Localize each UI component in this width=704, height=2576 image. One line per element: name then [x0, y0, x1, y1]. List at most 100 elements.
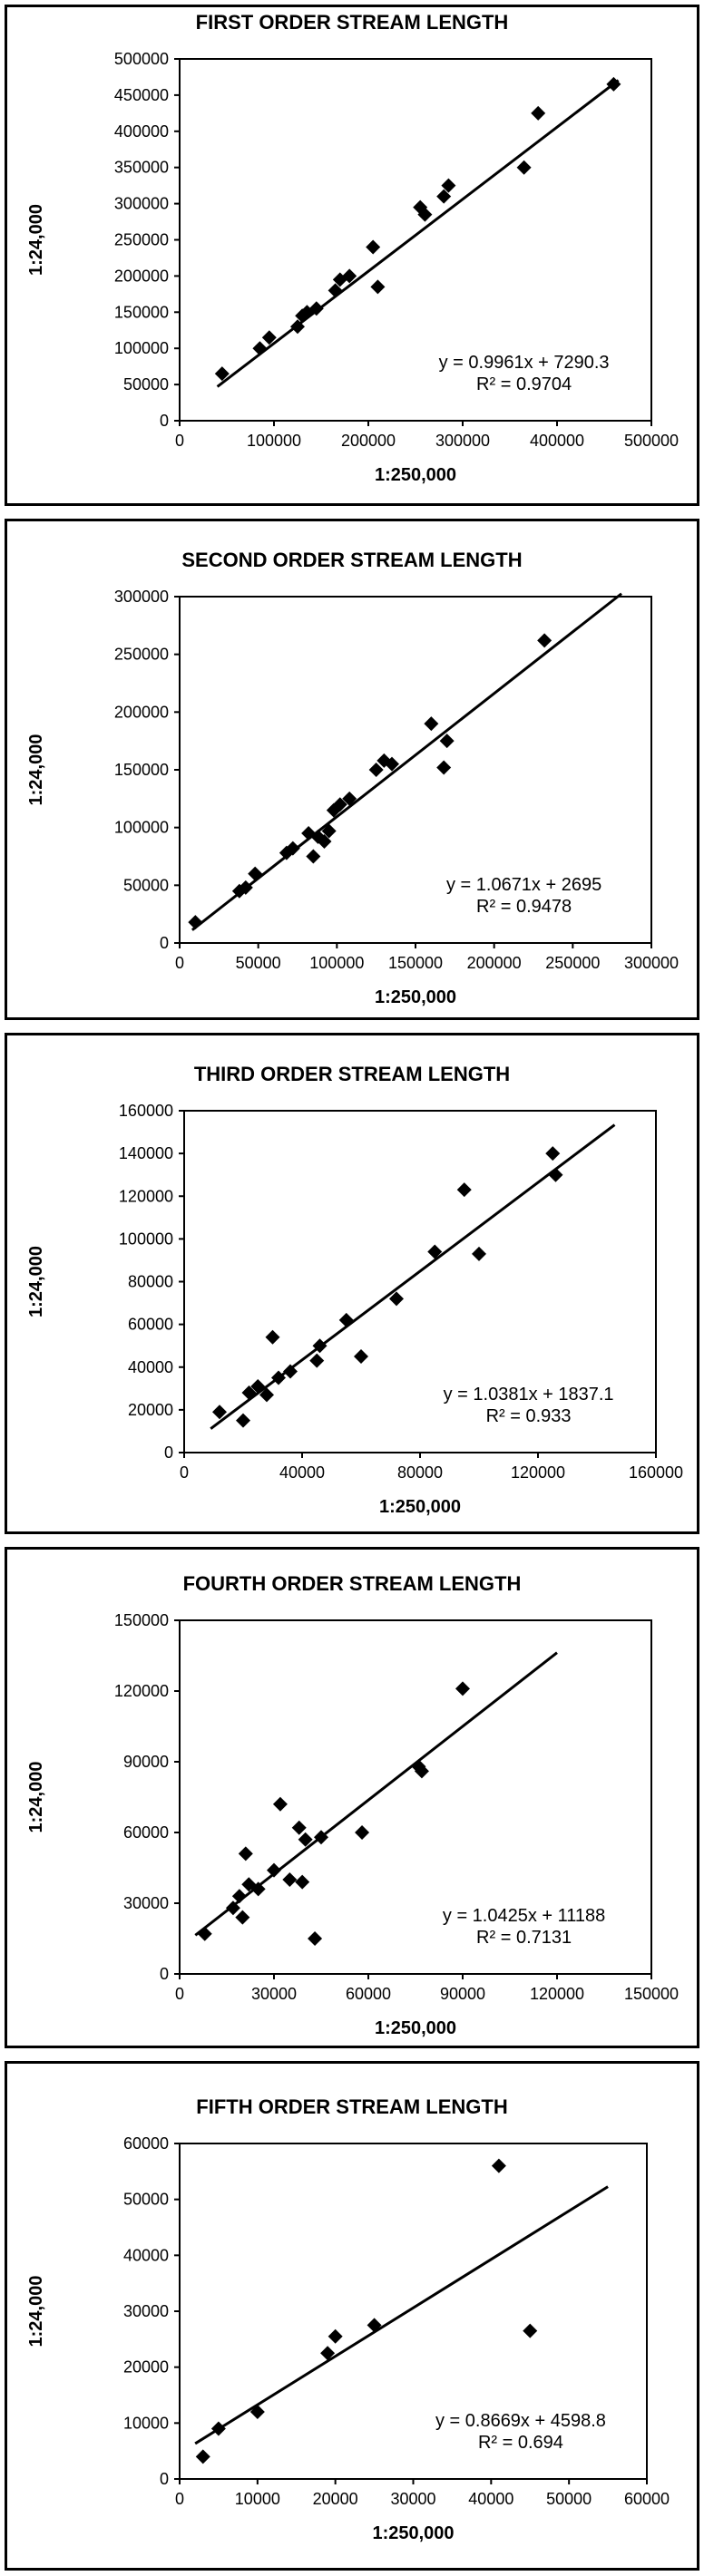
x-tick-label: 60000 [346, 1985, 391, 2003]
y-tick-label: 50000 [123, 876, 169, 894]
y-tick-label: 80000 [128, 1273, 173, 1291]
chart-panel-2: SECOND ORDER STREAM LENGTH 0 50000 100000 15… [5, 519, 699, 1020]
r-squared-label: R² = 0.9704 [476, 374, 572, 394]
data-point [210, 2421, 226, 2436]
data-point [456, 1182, 472, 1198]
chart-title: THIRD ORDER STREAM LENGTH [194, 1063, 510, 1085]
x-tick-label: 80000 [397, 1463, 443, 1482]
y-tick-label: 20000 [123, 2358, 169, 2377]
chart-panel-3: THIRD ORDER STREAM LENGTH 0 40000 80000 1200… [5, 1033, 699, 1534]
data-point [252, 341, 268, 356]
trendline [191, 592, 622, 931]
chart-title: SECOND ORDER STREAM LENGTH [181, 549, 522, 571]
data-point [295, 1874, 310, 1890]
data-point [328, 283, 343, 298]
y-tick-label: 0 [160, 1965, 169, 1983]
y-tick-label: 20000 [128, 1401, 173, 1419]
data-point [417, 207, 433, 222]
data-point [188, 915, 203, 930]
y-tick-label: 30000 [123, 1894, 169, 1912]
data-point [523, 2323, 538, 2338]
data-point [308, 301, 324, 316]
y-tick-label: 500000 [114, 50, 169, 68]
data-point [531, 105, 546, 121]
data-point [606, 76, 621, 92]
x-tick-label: 10000 [235, 2490, 280, 2508]
data-point [376, 753, 392, 768]
x-tick-label: 0 [180, 1463, 189, 1482]
y-tick-label: 0 [160, 412, 169, 430]
data-point [424, 716, 439, 732]
x-tick-label: 0 [175, 954, 184, 972]
y-tick-label: 250000 [114, 231, 169, 249]
trendline-equation: y = 0.8669x + 4598.8 [435, 2411, 606, 2431]
data-point [537, 633, 552, 648]
data-point [427, 1244, 443, 1259]
data-point [265, 1329, 280, 1345]
x-tick-label: 500000 [624, 432, 679, 450]
data-point [271, 1370, 286, 1385]
data-point [455, 1681, 470, 1696]
x-tick-label: 30000 [251, 1985, 297, 2003]
chart-panel-1: FIRST ORDER STREAM LENGTH 0 100000 200000 30… [5, 5, 699, 506]
y-tick-label: 10000 [123, 2414, 169, 2432]
y-tick-label: 0 [164, 1444, 173, 1462]
data-point [248, 866, 263, 881]
chart-5: FIFTH ORDER STREAM LENGTH 0 10000 20000 3000… [26, 2095, 670, 2543]
y-tick-label: 30000 [123, 2302, 169, 2320]
x-tick-label: 400000 [530, 432, 584, 450]
x-tick-label: 40000 [468, 2490, 513, 2508]
chart-3: THIRD ORDER STREAM LENGTH 0 40000 80000 1200… [26, 1063, 683, 1517]
x-tick-label: 160000 [629, 1463, 683, 1482]
data-point [312, 1338, 328, 1354]
data-point [516, 160, 532, 175]
x-tick-label: 40000 [279, 1463, 325, 1482]
data-point [326, 802, 341, 818]
x-tick-label: 20000 [313, 2490, 358, 2508]
x-tick-label: 120000 [530, 1985, 584, 2003]
x-tick-label: 100000 [309, 954, 364, 972]
y-tick-label: 90000 [123, 1753, 169, 1771]
data-point [314, 1830, 328, 1845]
data-point [389, 1291, 404, 1307]
chart-panel-5: FIFTH ORDER STREAM LENGTH 0 10000 20000 3000… [5, 2061, 699, 2571]
y-tick-label: 350000 [114, 159, 169, 177]
y-tick-label: 0 [160, 934, 169, 952]
data-point [370, 279, 386, 295]
x-tick-label: 120000 [511, 1463, 565, 1482]
x-axis-label: 1:250,000 [375, 465, 456, 485]
data-point [291, 1820, 307, 1835]
y-tick-label: 150000 [114, 1611, 169, 1629]
y-tick-label: 250000 [114, 646, 169, 664]
data-point [472, 1246, 486, 1261]
r-squared-label: R² = 0.933 [486, 1406, 572, 1426]
data-point [272, 1796, 288, 1812]
x-tick-label: 250000 [545, 954, 600, 972]
data-point [354, 1348, 368, 1364]
data-point [197, 1926, 212, 1941]
x-axis-label: 1:250,000 [375, 2018, 456, 2038]
x-tick-label: 200000 [467, 954, 522, 972]
y-tick-label: 40000 [128, 1358, 173, 1376]
x-tick-label: 150000 [624, 1985, 679, 2003]
chart-title: FIRST ORDER STREAM LENGTH [196, 11, 509, 34]
y-tick-label: 60000 [123, 2134, 169, 2153]
x-tick-label: 100000 [247, 432, 301, 450]
y-tick-label: 0 [160, 2470, 169, 2488]
data-point [241, 1385, 257, 1401]
y-tick-label: 40000 [123, 2246, 169, 2264]
y-tick-label: 50000 [123, 2191, 169, 2209]
y-tick-label: 50000 [123, 375, 169, 394]
y-tick-label: 60000 [128, 1316, 173, 1334]
data-point [309, 1353, 325, 1368]
data-point [545, 1146, 561, 1162]
y-tick-label: 450000 [114, 86, 169, 104]
y-axis-label: 1:24,000 [26, 1762, 46, 1833]
x-tick-label: 0 [175, 2490, 184, 2508]
x-axis-label: 1:250,000 [379, 1497, 461, 1517]
x-tick-label: 90000 [440, 1985, 485, 2003]
data-point [439, 734, 455, 749]
data-point [306, 849, 321, 864]
y-tick-label: 120000 [119, 1187, 173, 1205]
data-point [308, 1931, 323, 1946]
